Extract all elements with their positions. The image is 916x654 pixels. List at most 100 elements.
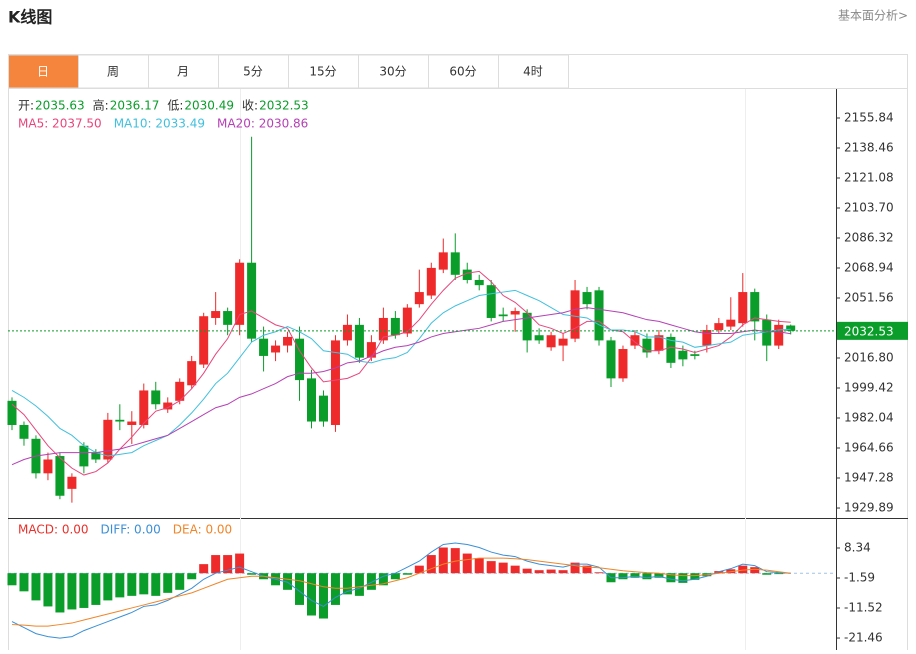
macd-bar xyxy=(163,573,173,593)
last-price-label: 2032.53 xyxy=(844,324,894,338)
macd-bar xyxy=(534,570,544,574)
candle-body xyxy=(690,354,700,356)
macd-bar xyxy=(247,573,257,575)
candle-body xyxy=(666,336,676,363)
macd-legend: MACD: 0.00 xyxy=(18,523,89,537)
macd-bar xyxy=(618,573,628,580)
macd-bar xyxy=(426,555,436,574)
candle-body xyxy=(43,459,53,474)
candle-body xyxy=(127,421,137,425)
candle-body xyxy=(354,324,364,358)
macd-bar xyxy=(31,573,41,601)
macd-bar xyxy=(342,573,352,595)
tab[interactable] xyxy=(288,54,359,89)
tab-label[interactable]: 5分 xyxy=(243,65,263,79)
candle-body xyxy=(330,340,340,425)
tab-label[interactable]: 月 xyxy=(177,65,189,79)
macd-bar xyxy=(235,553,245,574)
y-tick-label: 1982.04 xyxy=(844,411,894,425)
candle-body xyxy=(786,325,796,331)
tab[interactable] xyxy=(498,54,569,89)
macd-bar xyxy=(19,573,29,592)
macd-bar xyxy=(654,573,664,578)
candle-body xyxy=(606,340,616,379)
ma-line xyxy=(11,270,791,476)
y-tick-label: 2121.08 xyxy=(844,170,894,184)
tab[interactable] xyxy=(8,54,79,89)
macd-bar xyxy=(474,558,484,574)
candle-body xyxy=(378,317,388,341)
y-tick-label: 2068.94 xyxy=(844,261,894,275)
y-tick-label: 2155.84 xyxy=(844,110,894,124)
candle-body xyxy=(486,285,496,318)
candle-body xyxy=(462,269,472,280)
candle-body xyxy=(498,314,508,317)
y-tick-label: 2016.80 xyxy=(844,351,894,365)
candle-body xyxy=(594,290,604,341)
tab-label[interactable]: 4时 xyxy=(523,65,543,79)
macd-bar xyxy=(762,573,772,575)
tab-label[interactable]: 周 xyxy=(107,65,119,79)
candle-body xyxy=(259,338,269,356)
info-value: 2035.63 xyxy=(35,99,85,113)
macd-bar xyxy=(750,567,760,574)
candle-body xyxy=(522,312,532,341)
macd-bar xyxy=(690,573,700,580)
candle-body xyxy=(570,290,580,339)
candle-body xyxy=(7,400,17,425)
candle-body xyxy=(582,292,592,305)
macd-bar xyxy=(7,573,17,586)
macd-bar xyxy=(522,568,532,574)
y-tick-label: 1999.42 xyxy=(844,381,894,395)
tab[interactable] xyxy=(218,54,289,89)
info-label: 收: xyxy=(242,99,258,113)
macd-bar xyxy=(594,572,604,574)
macd-bar xyxy=(558,570,568,574)
candle-body xyxy=(654,335,664,351)
candle-body xyxy=(271,345,281,353)
y-tick-label: 2138.46 xyxy=(844,140,894,154)
dea-line xyxy=(11,557,791,627)
tab[interactable] xyxy=(428,54,499,89)
macd-bar xyxy=(139,573,149,595)
candle-body xyxy=(618,349,628,379)
candle-body xyxy=(103,419,113,460)
tab-label[interactable]: 15分 xyxy=(309,65,336,79)
macd-bar xyxy=(307,573,316,616)
tab[interactable] xyxy=(358,54,429,89)
candle-body xyxy=(318,395,328,422)
ma-legend: MA10: 2033.49 xyxy=(114,117,205,131)
candle-body xyxy=(307,378,316,422)
info-label: 高: xyxy=(93,98,109,113)
y-tick-label: 1964.66 xyxy=(844,441,894,455)
macd-legend: DEA: 0.00 xyxy=(173,523,232,537)
candle-body xyxy=(115,419,125,422)
tab-label[interactable]: 60分 xyxy=(449,65,476,79)
macd-bar xyxy=(175,573,185,590)
info-label: 低: xyxy=(167,99,183,113)
y-tick-label: 1929.89 xyxy=(844,501,894,515)
candle-body xyxy=(750,292,760,322)
candle-body xyxy=(247,262,257,339)
info-label: 开: xyxy=(18,99,34,113)
candle-body xyxy=(223,311,233,325)
candle-body xyxy=(714,323,724,331)
macd-bar xyxy=(330,573,340,605)
macd-bar xyxy=(211,555,221,574)
header-link[interactable]: 基本面分析> xyxy=(838,9,908,23)
macd-bar xyxy=(774,573,784,575)
macd-bar xyxy=(103,573,113,601)
macd-bar xyxy=(666,573,676,583)
macd-bar xyxy=(223,555,233,574)
candle-body xyxy=(211,311,221,318)
header-title: K线图 xyxy=(8,8,52,27)
macd-bar xyxy=(55,573,65,613)
candle-body xyxy=(163,402,173,410)
candle-body xyxy=(342,324,352,341)
tab-label[interactable]: 30分 xyxy=(379,65,406,79)
y-tick-label: 2103.70 xyxy=(844,200,894,214)
macd-bar xyxy=(187,573,197,580)
tab-label[interactable]: 日 xyxy=(37,65,49,79)
